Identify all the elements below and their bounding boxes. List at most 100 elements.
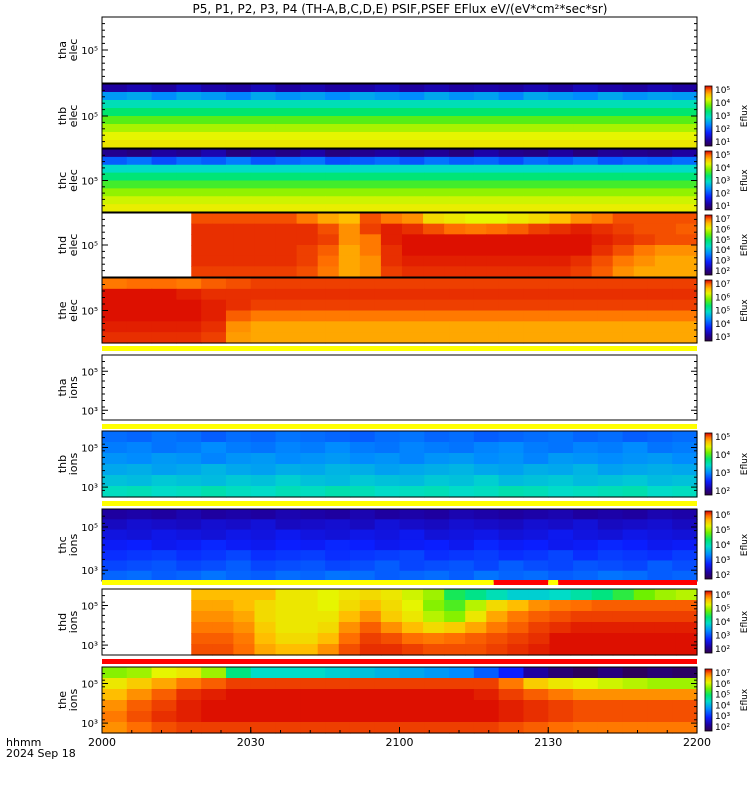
spectrogram-cell: [359, 245, 382, 257]
spectrogram-cell: [647, 100, 673, 109]
spectrogram-cell: [374, 453, 401, 465]
spectrogram-cell: [151, 116, 177, 125]
spectrogram-cell: [401, 266, 424, 278]
spectrogram-cell: [349, 529, 376, 541]
spectrogram-cell: [597, 140, 624, 149]
spectrogram-cell: [573, 132, 599, 141]
spectrogram-cell: [349, 667, 376, 679]
spectrogram-cell: [523, 310, 549, 322]
spectrogram-cell: [548, 550, 574, 562]
spectrogram-cell: [591, 266, 614, 278]
spectrogram-cell: [612, 223, 635, 235]
spectrogram-cell: [548, 711, 574, 723]
spectrogram-cell: [151, 108, 177, 117]
spectrogram-cell: [151, 689, 177, 701]
colorbar-tick-label: 10²: [715, 267, 730, 277]
spectrogram-cell: [465, 600, 487, 612]
spectrogram-cell: [498, 689, 525, 701]
spectrogram-cell: [349, 475, 376, 487]
spectrogram-cell: [250, 196, 277, 205]
spectrogram-cell: [528, 255, 551, 267]
spectrogram-cell: [399, 519, 425, 531]
spectrogram-cell: [523, 116, 549, 125]
spectrogram-cell: [549, 266, 572, 278]
spectrogram-cell: [296, 589, 319, 601]
spectrogram-cell: [622, 519, 649, 531]
spectrogram-cell: [498, 442, 525, 454]
spectrogram-cell: [338, 245, 361, 257]
spectrogram-cell: [102, 667, 128, 679]
spectrogram-cell: [622, 442, 649, 454]
spectrogram-cell: [548, 204, 574, 213]
spectrogram-cell: [444, 600, 466, 612]
spectrogram-cell: [225, 722, 252, 734]
spectrogram-cell: [570, 633, 593, 645]
spectrogram-cell: [126, 124, 153, 133]
spectrogram-cell: [300, 156, 326, 166]
y-axis-label: thbions: [56, 452, 80, 475]
spectrogram-cell: [300, 475, 326, 487]
spectrogram-cell: [126, 678, 153, 690]
spectrogram-cell: [573, 678, 599, 690]
spectrogram-cell: [647, 560, 673, 572]
spectrogram-cell: [647, 722, 673, 734]
spectrogram-cell: [647, 509, 673, 520]
spectrogram-cell: [201, 164, 227, 174]
spectrogram-cell: [296, 213, 319, 225]
spectrogram-cell: [399, 464, 425, 476]
spectrogram-cell: [374, 108, 401, 117]
spectrogram-cell: [254, 234, 277, 246]
spectrogram-cell: [325, 442, 351, 454]
spectrogram-cell: [498, 509, 525, 520]
spectrogram-cell: [250, 560, 277, 572]
spectrogram-cell: [102, 310, 128, 322]
spectrogram-cell: [523, 550, 549, 562]
spectrogram-cell: [151, 149, 177, 158]
spectrogram-cell: [424, 442, 450, 454]
spectrogram-cell: [338, 633, 361, 645]
spectrogram-cell: [399, 475, 425, 487]
spectrogram-cell: [380, 633, 403, 645]
x-tick-label: 2000: [88, 736, 116, 749]
spectrogram-cell: [573, 560, 599, 572]
spectrogram-cell: [126, 529, 153, 541]
spectrogram-cell: [176, 560, 202, 572]
spectrogram-cell: [597, 310, 624, 322]
spectrogram-cell: [647, 442, 673, 454]
spectrogram-cell: [225, 172, 252, 182]
spectrogram-cell: [349, 124, 376, 133]
spectrogram-cell: [486, 255, 508, 267]
spectrogram-cell: [338, 611, 361, 623]
spectrogram-cell: [647, 550, 673, 562]
spectrogram-cell: [591, 255, 614, 267]
spectrogram-cell: [597, 92, 624, 101]
spectrogram-cell: [233, 589, 256, 601]
spectrogram-cell: [176, 172, 202, 182]
spectrogram-cell: [275, 633, 298, 645]
spectrogram-cell: [473, 431, 500, 443]
spectrogram-cell: [498, 100, 525, 109]
spectrogram-cell: [622, 464, 649, 476]
spectrogram-cell: [126, 149, 153, 158]
spectrogram-cell: [486, 633, 508, 645]
spectrogram-cell: [126, 475, 153, 487]
spectrogram-cell: [423, 622, 445, 634]
spectrogram-cell: [201, 180, 227, 189]
spectrogram-cell: [399, 550, 425, 562]
spectrogram-cell: [126, 204, 153, 213]
spectrogram-cell: [102, 172, 128, 182]
spectrogram-cell: [225, 180, 252, 189]
spectrogram-cell: [126, 92, 153, 101]
spectrogram-cell: [250, 667, 277, 679]
spectrogram-cell: [498, 204, 525, 213]
spectrogram-cell: [374, 570, 401, 582]
spectrogram-cell: [275, 92, 301, 101]
spectrogram-cell: [473, 667, 500, 679]
colorbar-tick-label: 10⁶: [715, 225, 730, 235]
spectrogram-cell: [498, 475, 525, 487]
spectrogram-cell: [449, 172, 475, 182]
spectrogram-cell: [296, 622, 319, 634]
spectrogram-cell: [126, 100, 153, 109]
spectrogram-cell: [573, 310, 599, 322]
spectrogram-cell: [591, 589, 614, 601]
